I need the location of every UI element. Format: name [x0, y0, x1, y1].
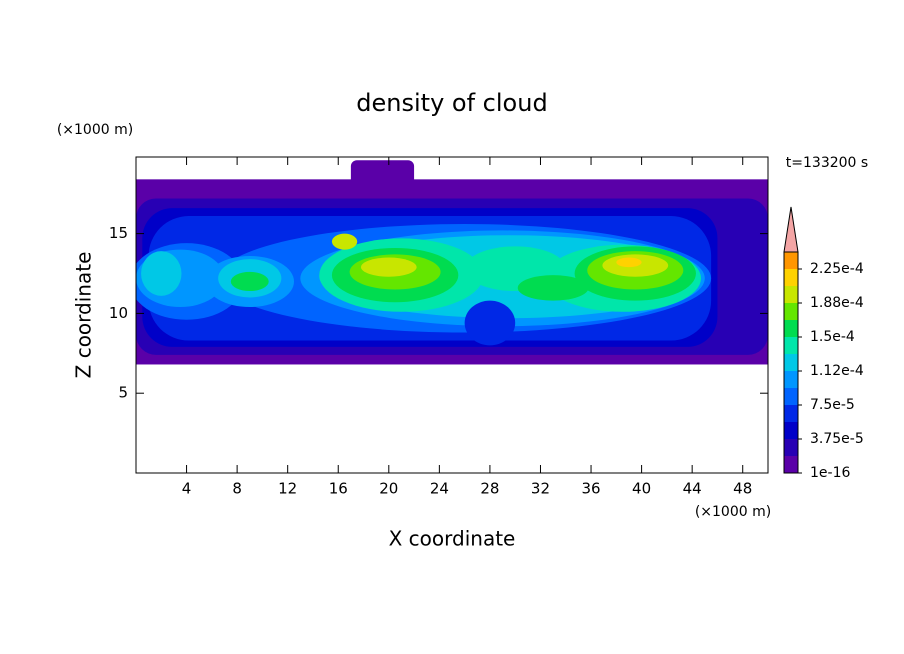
colorbar-tick-label: 2.25e-4 — [810, 261, 864, 277]
time-annotation: t=133200 s — [786, 155, 868, 171]
y-axis-label: Z coordinate — [72, 252, 96, 379]
x-tick-label: 32 — [531, 480, 550, 498]
contour-region — [331, 233, 358, 250]
colorbar-band — [784, 371, 798, 388]
colorbar-tick-label: 1e-16 — [810, 465, 850, 481]
x-tick-label: 4 — [182, 480, 192, 498]
colorbar-band — [784, 456, 798, 473]
contour-region — [360, 257, 417, 277]
x-tick-label: 28 — [480, 480, 499, 498]
x-tick-label: 48 — [733, 480, 752, 498]
colorbar-band — [784, 354, 798, 371]
colorbar-band — [784, 405, 798, 422]
y-unit: (×1000 m) — [57, 122, 133, 138]
y-tick-label: 10 — [109, 304, 128, 322]
colorbar-extend — [783, 206, 799, 253]
colorbar-band — [784, 303, 798, 320]
contour-region — [350, 160, 415, 202]
chart-title: density of cloud — [356, 89, 547, 117]
colorbar-band — [784, 337, 798, 354]
colorbar-band — [784, 439, 798, 456]
contour-region — [616, 257, 642, 268]
x-tick-label: 20 — [379, 480, 398, 498]
colorbar-band — [784, 388, 798, 405]
x-tick-label: 36 — [581, 480, 600, 498]
x-tick-label: 24 — [430, 480, 449, 498]
contour-region — [141, 251, 182, 296]
colorbar-band — [784, 286, 798, 303]
colorbar-tick-label: 1.88e-4 — [810, 295, 864, 311]
x-tick-label: 16 — [329, 480, 348, 498]
colorbar-band — [784, 252, 798, 269]
colorbar-band — [784, 320, 798, 337]
colorbar-tick-label: 7.5e-5 — [810, 397, 855, 413]
colorbar-band — [784, 269, 798, 286]
contour-region — [464, 300, 516, 346]
x-axis-label: X coordinate — [389, 527, 516, 551]
x-tick-label: 40 — [632, 480, 651, 498]
colorbar-frame — [783, 251, 799, 474]
x-tick-label: 44 — [683, 480, 702, 498]
contour-region — [517, 275, 589, 301]
y-tick-label: 15 — [109, 224, 128, 242]
colorbar-band — [784, 422, 798, 439]
y-tick-label: 5 — [118, 384, 128, 402]
plot-frame — [135, 156, 769, 474]
colorbar-tick-label: 3.75e-5 — [810, 431, 864, 447]
x-tick-label: 8 — [232, 480, 242, 498]
x-tick-label: 12 — [278, 480, 297, 498]
colorbar-tick-label: 1.5e-4 — [810, 329, 855, 345]
x-unit: (×1000 m) — [695, 504, 771, 520]
colorbar-tick-label: 1.12e-4 — [810, 363, 864, 379]
contour-field — [136, 160, 768, 365]
contour-region — [230, 271, 269, 292]
